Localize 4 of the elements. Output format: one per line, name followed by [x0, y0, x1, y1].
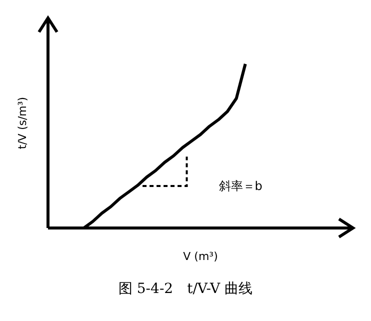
text: 图 5-4-2 t/V-V 曲线 [117, 280, 254, 298]
y-axis-title: t/V (s/m³) [16, 96, 29, 150]
x-axis-title: V (m³) [183, 250, 218, 263]
annotation: 斜率＝b [218, 179, 262, 193]
